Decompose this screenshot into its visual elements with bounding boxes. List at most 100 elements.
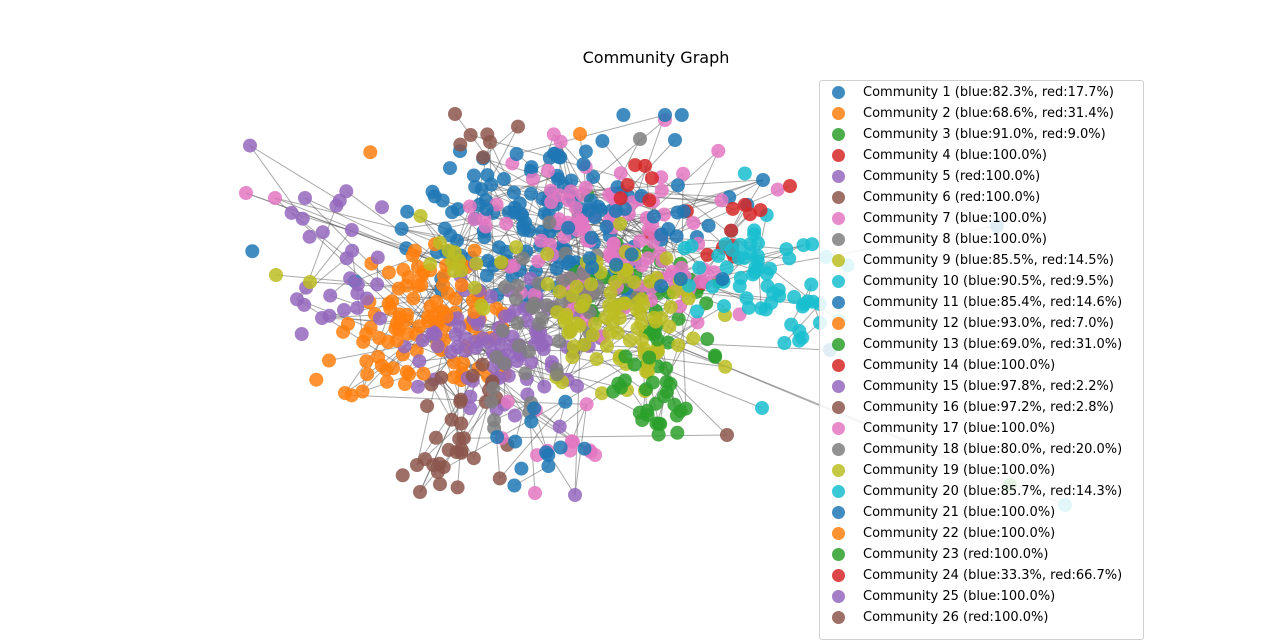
graph-node bbox=[285, 206, 299, 220]
graph-node bbox=[611, 377, 625, 391]
graph-node bbox=[655, 184, 669, 198]
graph-node bbox=[764, 296, 778, 310]
graph-node bbox=[372, 331, 386, 345]
graph-node bbox=[469, 257, 483, 271]
graph-node bbox=[392, 282, 406, 296]
graph-node bbox=[371, 251, 385, 265]
legend-item: Community 9 (blue:85.5%, red:14.5%) bbox=[820, 250, 1143, 271]
graph-node bbox=[719, 237, 733, 251]
legend-marker bbox=[832, 590, 845, 603]
graph-node bbox=[329, 199, 343, 213]
graph-node bbox=[657, 389, 671, 403]
graph-node bbox=[468, 180, 482, 194]
legend-label: Community 26 (red:100.0%) bbox=[863, 607, 1048, 628]
legend-marker bbox=[832, 443, 845, 456]
graph-node bbox=[564, 324, 578, 338]
graph-node bbox=[664, 377, 678, 391]
legend-item: Community 8 (blue:100.0%) bbox=[820, 229, 1143, 250]
legend-label: Community 3 (blue:91.0%, red:9.0%) bbox=[863, 124, 1106, 145]
graph-node bbox=[467, 212, 481, 226]
graph-node bbox=[771, 183, 785, 197]
legend-label: Community 7 (blue:100.0%) bbox=[863, 208, 1047, 229]
graph-node bbox=[245, 244, 259, 258]
graph-node bbox=[686, 331, 700, 345]
graph-node bbox=[390, 334, 404, 348]
legend-label: Community 23 (red:100.0%) bbox=[863, 544, 1048, 565]
graph-node bbox=[445, 205, 459, 219]
graph-node bbox=[537, 380, 551, 394]
graph-node bbox=[692, 261, 706, 275]
graph-node bbox=[561, 221, 575, 235]
legend-marker bbox=[832, 254, 845, 267]
graph-node bbox=[661, 222, 675, 236]
legend-item: Community 17 (blue:100.0%) bbox=[820, 418, 1143, 439]
chart-title: Community Graph bbox=[0, 48, 1280, 67]
graph-node bbox=[454, 417, 468, 431]
graph-node bbox=[464, 128, 478, 142]
graph-node bbox=[269, 268, 283, 282]
legend-label: Community 17 (blue:100.0%) bbox=[863, 418, 1055, 439]
graph-node bbox=[434, 371, 448, 385]
graph-node bbox=[268, 191, 282, 205]
graph-node bbox=[526, 172, 540, 186]
legend-label: Community 5 (red:100.0%) bbox=[863, 166, 1040, 187]
legend-item: Community 20 (blue:85.7%, red:14.3%) bbox=[820, 481, 1143, 502]
graph-node bbox=[467, 451, 481, 465]
graph-node bbox=[424, 300, 438, 314]
graph-node bbox=[604, 286, 618, 300]
legend-item: Community 15 (blue:97.8%, red:2.2%) bbox=[820, 376, 1143, 397]
graph-node bbox=[756, 173, 770, 187]
graph-node bbox=[425, 327, 439, 341]
graph-node bbox=[578, 442, 592, 456]
graph-node bbox=[646, 376, 660, 390]
graph-node bbox=[616, 108, 630, 122]
graph-node bbox=[525, 160, 539, 174]
graph-node bbox=[805, 237, 819, 251]
graph-node bbox=[671, 338, 685, 352]
graph-node bbox=[613, 217, 627, 231]
graph-node bbox=[716, 272, 730, 286]
graph-node bbox=[711, 144, 725, 158]
graph-node bbox=[370, 277, 384, 291]
legend-marker bbox=[832, 212, 845, 225]
graph-node bbox=[700, 332, 714, 346]
graph-node bbox=[466, 369, 480, 383]
graph-node bbox=[522, 345, 536, 359]
graph-node bbox=[562, 255, 576, 269]
graph-edge bbox=[250, 146, 340, 201]
legend-item: Community 12 (blue:93.0%, red:7.0%) bbox=[820, 313, 1143, 334]
graph-node bbox=[490, 430, 504, 444]
legend-label: Community 1 (blue:82.3%, red:17.7%) bbox=[863, 82, 1114, 103]
graph-node bbox=[468, 244, 482, 258]
graph-node bbox=[541, 277, 555, 291]
graph-node bbox=[702, 219, 716, 233]
graph-node bbox=[290, 292, 304, 306]
legend-label: Community 4 (blue:100.0%) bbox=[863, 145, 1047, 166]
legend: Community 1 (blue:82.3%, red:17.7%)Commu… bbox=[819, 80, 1144, 640]
graph-node bbox=[720, 428, 734, 442]
graph-node bbox=[414, 278, 428, 292]
graph-node bbox=[595, 134, 609, 148]
legend-item: Community 5 (red:100.0%) bbox=[820, 166, 1143, 187]
graph-node bbox=[480, 269, 494, 283]
graph-node bbox=[383, 302, 397, 316]
graph-node bbox=[501, 395, 515, 409]
legend-item: Community 25 (blue:100.0%) bbox=[820, 586, 1143, 607]
graph-node bbox=[484, 395, 498, 409]
graph-node bbox=[412, 354, 426, 368]
graph-node bbox=[303, 230, 317, 244]
legend-label: Community 11 (blue:85.4%, red:14.6%) bbox=[863, 292, 1122, 313]
graph-node bbox=[763, 262, 777, 276]
graph-node bbox=[564, 184, 578, 198]
graph-node bbox=[295, 327, 309, 341]
graph-node bbox=[379, 363, 393, 377]
graph-node bbox=[618, 349, 632, 363]
graph-node bbox=[453, 395, 467, 409]
graph-node bbox=[490, 350, 504, 364]
legend-label: Community 2 (blue:68.6%, red:31.4%) bbox=[863, 103, 1114, 124]
graph-node bbox=[420, 399, 434, 413]
graph-node bbox=[443, 161, 457, 175]
graph-node bbox=[429, 431, 443, 445]
graph-node bbox=[516, 219, 530, 233]
graph-node bbox=[380, 375, 394, 389]
